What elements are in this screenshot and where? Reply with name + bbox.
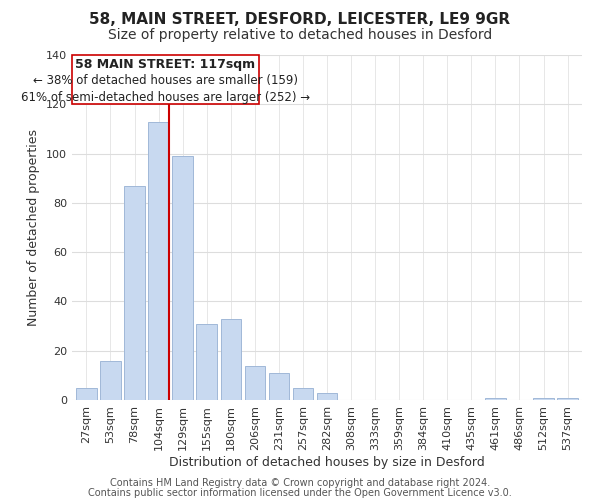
Bar <box>196 324 217 400</box>
X-axis label: Distribution of detached houses by size in Desford: Distribution of detached houses by size … <box>169 456 485 468</box>
Bar <box>148 122 169 400</box>
Bar <box>172 156 193 400</box>
Bar <box>533 398 554 400</box>
Text: 58 MAIN STREET: 117sqm: 58 MAIN STREET: 117sqm <box>75 58 256 70</box>
Bar <box>269 373 289 400</box>
Text: Contains public sector information licensed under the Open Government Licence v3: Contains public sector information licen… <box>88 488 512 498</box>
Bar <box>557 398 578 400</box>
Bar <box>293 388 313 400</box>
Bar <box>76 388 97 400</box>
Y-axis label: Number of detached properties: Number of detached properties <box>28 129 40 326</box>
Bar <box>485 398 506 400</box>
Text: Contains HM Land Registry data © Crown copyright and database right 2024.: Contains HM Land Registry data © Crown c… <box>110 478 490 488</box>
Text: 61% of semi-detached houses are larger (252) →: 61% of semi-detached houses are larger (… <box>21 90 310 104</box>
Bar <box>221 318 241 400</box>
Bar <box>124 186 145 400</box>
Text: 58, MAIN STREET, DESFORD, LEICESTER, LE9 9GR: 58, MAIN STREET, DESFORD, LEICESTER, LE9… <box>89 12 511 28</box>
Bar <box>100 360 121 400</box>
Text: Size of property relative to detached houses in Desford: Size of property relative to detached ho… <box>108 28 492 42</box>
Text: ← 38% of detached houses are smaller (159): ← 38% of detached houses are smaller (15… <box>33 74 298 87</box>
Bar <box>245 366 265 400</box>
Bar <box>317 392 337 400</box>
